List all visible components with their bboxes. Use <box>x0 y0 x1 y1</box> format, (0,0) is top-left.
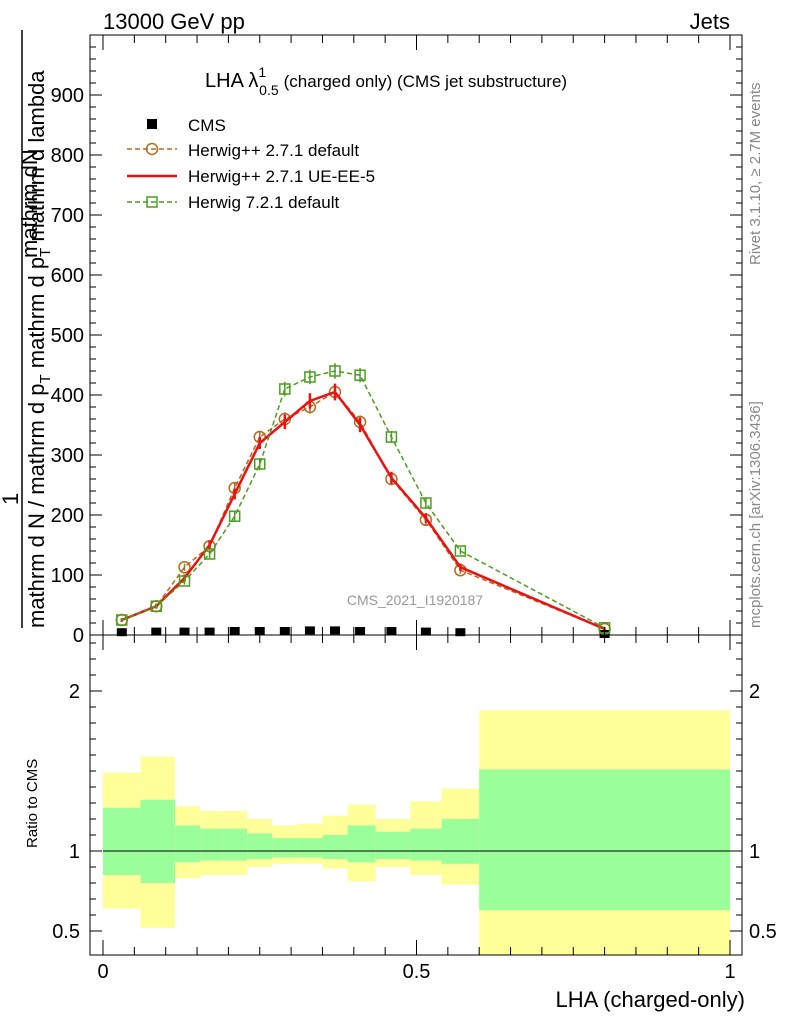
legend-item-cms: CMS <box>147 116 226 135</box>
header-left: 13000 GeV pp <box>103 9 245 34</box>
main-y-ticks: 0 100 200 300 400 500 600 700 800 900 <box>51 46 742 647</box>
ratio-y-label: Ratio to CMS <box>24 759 41 848</box>
ratio-y-tick-label: 2 <box>69 681 80 703</box>
main-y-tick-label: 400 <box>51 385 84 407</box>
legend-label-herwig7: Herwig 7.2.1 default <box>188 193 339 212</box>
legend-marker-herwig7 <box>146 196 158 208</box>
legend-item-herwig-default: Herwig++ 2.7.1 default <box>127 141 359 160</box>
y-label-denominator: mathrm d N / mathrm d pT mathrm d pT mat… <box>24 70 54 628</box>
series-point-3 <box>454 545 467 557</box>
x-tick-label: 1 <box>724 961 735 983</box>
cms-data-point <box>329 626 340 635</box>
main-y-tick-label: 700 <box>51 205 84 227</box>
cms-data-point <box>355 627 366 635</box>
series-point-3 <box>354 369 366 381</box>
series-point-3 <box>178 575 191 587</box>
series-point-1 <box>178 560 191 574</box>
mcplots-label: mcplots.cern.ch [arXiv:1306.3436] <box>747 401 764 628</box>
ratio-band-green <box>247 833 273 859</box>
y-label-numerator-top: mathrm dN <box>17 149 42 258</box>
ratio-y-tick-label-right: 1 <box>749 841 760 863</box>
main-panel: 0 100 200 300 400 500 600 700 800 900 LHA λ1 0.5 (c… <box>51 34 743 647</box>
series-point-3 <box>304 371 316 383</box>
ratio-band-green <box>222 828 248 861</box>
y-label-numerator: 1 <box>0 493 23 505</box>
series-point-3 <box>420 497 432 509</box>
series-point-3 <box>329 365 341 377</box>
header-right: Jets <box>690 9 730 34</box>
ratio-band-green <box>322 835 348 859</box>
series-line-2 <box>121 390 606 631</box>
legend-marker-herwig-default <box>145 142 159 156</box>
legend-label-herwig-ueee5: Herwig++ 2.7.1 UE-EE-5 <box>188 167 375 186</box>
legend-item-herwig-ueee5: Herwig++ 2.7.1 UE-EE-5 <box>127 167 375 186</box>
ratio-band-green <box>272 838 298 858</box>
ratio-band-green <box>375 831 411 859</box>
legend: CMS Herwig++ 2.7.1 default Herwig++ 2.7.… <box>127 116 375 212</box>
plot-title: LHA λ1 0.5 (charged only) (CMS jet substru… <box>205 64 567 98</box>
main-y-tick-label: 100 <box>51 565 84 587</box>
cms-data-point <box>304 626 315 635</box>
ratio-band-green <box>200 828 223 861</box>
ratio-y-tick-label-right: 0.5 <box>749 921 777 943</box>
cms-data-point <box>179 627 190 636</box>
cms-data-point <box>116 628 127 637</box>
ratio-y-tick-label: 1 <box>69 841 80 863</box>
ratio-y-ticks: 0.5 0.5 1 1 2 2 <box>52 642 777 943</box>
ratio-y-tick-label: 0.5 <box>52 921 80 943</box>
x-ticks: 0 0.5 1 <box>97 35 736 983</box>
series-point-3 <box>150 600 163 612</box>
series-point-3 <box>203 548 216 560</box>
legend-marker-cms <box>147 119 157 129</box>
ratio-band-green <box>140 799 176 883</box>
cms-data-point <box>229 627 240 635</box>
series-point-3 <box>116 614 128 626</box>
ratio-band-green <box>175 825 201 863</box>
legend-item-herwig7: Herwig 7.2.1 default <box>127 193 339 212</box>
cms-data-point <box>151 627 162 636</box>
ratio-band-green <box>297 838 323 858</box>
main-y-tick-label: 200 <box>51 505 84 527</box>
ratio-panel: 0.5 0.51 12 2 0 0.5 1 <box>52 35 777 983</box>
y-axis-label: mathrm dN 1 mathrm d N / mathrm d pT mat… <box>0 30 54 628</box>
ratio-band-green <box>410 828 442 861</box>
ratio-bands <box>103 710 730 955</box>
series-point-3 <box>279 383 291 395</box>
x-tick-label: 0 <box>97 961 108 983</box>
main-y-tick-label: 800 <box>51 145 84 167</box>
ratio-band-green <box>103 807 141 875</box>
main-series <box>115 363 611 638</box>
ratio-band-green <box>441 819 480 864</box>
cms-data-point <box>279 627 290 635</box>
legend-label-cms: CMS <box>188 116 226 135</box>
main-y-tick-label: 900 <box>51 85 84 107</box>
series-point-3 <box>254 458 266 470</box>
series-point-3 <box>385 431 398 443</box>
legend-label-herwig-default: Herwig++ 2.7.1 default <box>188 141 359 160</box>
main-y-tick-label: 500 <box>51 325 84 347</box>
ratio-band-green <box>479 769 730 911</box>
cms-data-point <box>420 627 431 636</box>
main-y-tick-label: 300 <box>51 445 84 467</box>
series-line-3 <box>121 370 605 629</box>
cms-data-point <box>204 627 215 636</box>
series-point-3 <box>228 510 241 522</box>
cms-data-point <box>455 628 466 637</box>
x-tick-label: 0.5 <box>403 961 431 983</box>
cms-data-point <box>386 627 397 635</box>
rivet-label: Rivet 3.1.10, ≥ 2.7M events <box>747 83 764 266</box>
main-y-tick-label: 600 <box>51 265 84 287</box>
ratio-band-green <box>347 825 376 863</box>
watermark: CMS_2021_I1920187 <box>347 592 483 608</box>
x-axis-label: LHA (charged-only) <box>555 987 745 1012</box>
ratio-y-tick-label-right: 2 <box>749 681 760 703</box>
main-y-tick-label: 0 <box>73 625 84 647</box>
